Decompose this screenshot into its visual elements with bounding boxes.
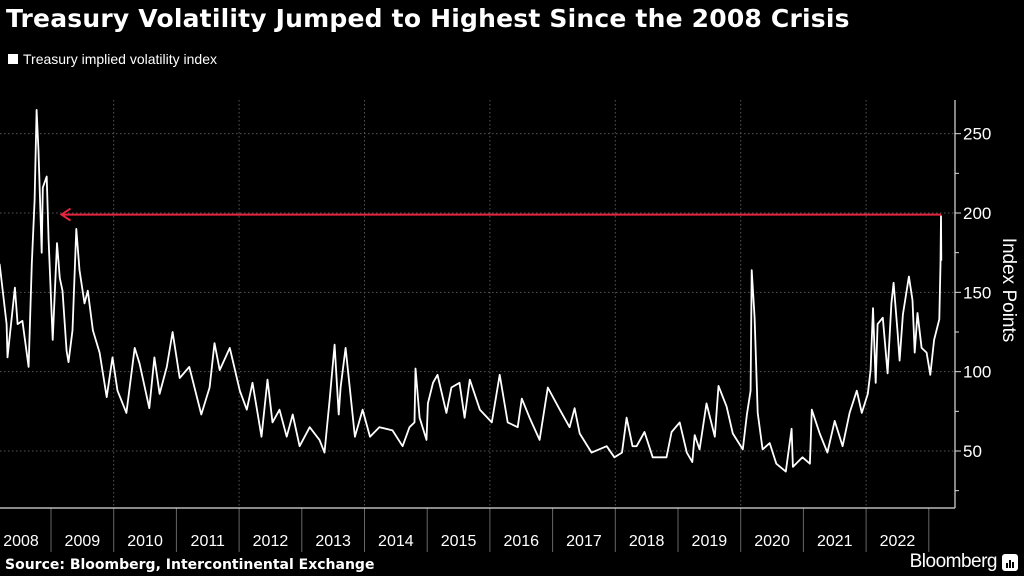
axes: 50 100 150 200 250 2008 2009 2010 2011 2012 2013 20… <box>0 100 991 552</box>
reference-line-group <box>59 207 941 222</box>
y-tick-label: 250 <box>963 125 991 144</box>
x-tick-label: 2018 <box>629 533 665 550</box>
bloomberg-logo: Bloomberg <box>910 551 1018 573</box>
y-tick-label: 100 <box>963 363 991 382</box>
legend: Treasury implied volatility index <box>8 51 217 67</box>
x-tick-label: 2011 <box>191 533 226 550</box>
x-tick-label: 2008 <box>3 533 39 550</box>
x-tick-label: 2012 <box>253 533 289 550</box>
x-tick-label: 2010 <box>127 533 163 550</box>
x-tick-label: 2016 <box>503 533 539 550</box>
x-tick-label: 2021 <box>817 533 853 550</box>
x-tick-label: 2020 <box>754 533 790 550</box>
legend-swatch <box>8 54 18 64</box>
series-line <box>0 109 943 473</box>
x-tick-label: 2013 <box>315 533 351 550</box>
arrow-left-icon <box>59 207 72 222</box>
logo-text: Bloomberg <box>909 551 998 572</box>
bloomberg-mark-icon <box>1002 553 1018 571</box>
gridlines <box>0 100 955 508</box>
x-tick-label: 2009 <box>65 533 101 550</box>
source-note: Source: Bloomberg, Intercontinental Exch… <box>5 557 375 573</box>
y-tick-label: 200 <box>963 204 991 223</box>
y-tick-label: 150 <box>963 283 991 302</box>
legend-label: Treasury implied volatility index <box>23 51 217 67</box>
x-tick-label: 2014 <box>378 533 414 550</box>
x-tick-label: 2017 <box>566 533 602 550</box>
x-tick-label: 2019 <box>692 533 728 550</box>
y-tick-label: 50 <box>963 442 982 461</box>
chart-title: Treasury Volatility Jumped to Highest Si… <box>6 4 850 33</box>
series <box>0 109 943 473</box>
x-tick-label: 2022 <box>880 533 916 550</box>
x-tick-label: 2015 <box>441 533 477 550</box>
y-axis-label: Index Points <box>998 238 1019 343</box>
